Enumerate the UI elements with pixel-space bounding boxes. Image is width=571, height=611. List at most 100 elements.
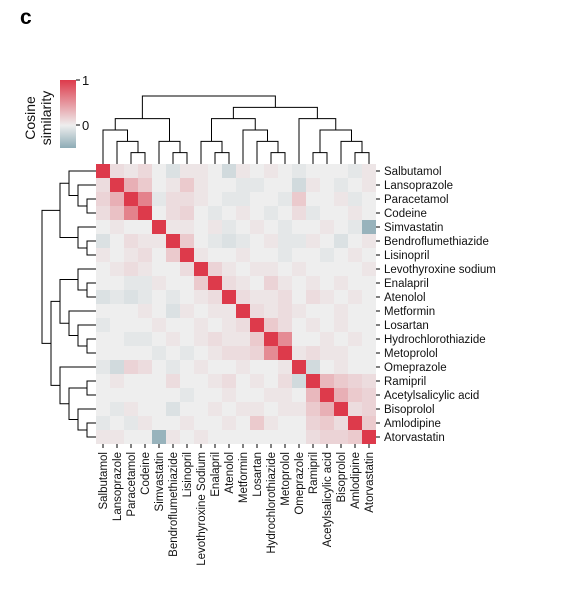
- heatmap-cell: [208, 164, 222, 178]
- heatmap-cell: [96, 276, 110, 290]
- heatmap-cell: [334, 360, 348, 374]
- heatmap-cell: [124, 220, 138, 234]
- heatmap-cell: [278, 388, 292, 402]
- row-label: Omeprazole: [384, 362, 447, 374]
- dendrogram-branch: [86, 338, 96, 354]
- heatmap-cell: [348, 178, 362, 192]
- heatmap-cell: [292, 430, 306, 444]
- heatmap-cell: [152, 220, 166, 234]
- heatmap-cell: [124, 290, 138, 304]
- heatmap-cell: [180, 178, 194, 192]
- row-labels: Salbutamol Lansoprazole Paracetamol Codeine…: [376, 166, 496, 444]
- column-label: Atenolol: [224, 452, 236, 494]
- heatmap-cell: [194, 402, 208, 416]
- heatmap-cell: [138, 234, 152, 248]
- heatmap-cell: [334, 234, 348, 248]
- heatmap-cell: [110, 304, 124, 318]
- column-label: Lansoprazole: [112, 452, 124, 521]
- heatmap-cell: [278, 318, 292, 332]
- heatmap-cell: [166, 192, 180, 206]
- dendrogram-branch: [354, 152, 370, 164]
- heatmap-cell: [306, 304, 320, 318]
- heatmap-cell: [110, 290, 124, 304]
- heatmap-cell: [124, 346, 138, 360]
- heatmap-cell: [264, 430, 278, 444]
- heatmap-cell: [208, 374, 222, 388]
- heatmap-cell: [194, 206, 208, 220]
- heatmap-cell: [152, 248, 166, 262]
- heatmap-cell: [124, 416, 138, 430]
- heatmap-cell: [348, 164, 362, 178]
- heatmap-cell: [124, 206, 138, 220]
- heatmap-cell: [110, 192, 124, 206]
- heatmap-cell: [250, 206, 264, 220]
- heatmap-cell: [138, 346, 152, 360]
- heatmap-cell: [166, 360, 180, 374]
- heatmap-cell: [222, 248, 236, 262]
- heatmap-cell: [138, 388, 152, 402]
- row-label: Enalapril: [384, 278, 429, 290]
- heatmap-cell: [96, 416, 110, 430]
- column-label: Salbutamol: [98, 452, 110, 510]
- heatmap-cell: [362, 332, 376, 346]
- heatmap-cell: [236, 234, 250, 248]
- heatmap-cell: [250, 416, 264, 430]
- heatmap-cell: [334, 192, 348, 206]
- heatmap-cell: [348, 332, 362, 346]
- heatmap-cell: [166, 276, 180, 290]
- heatmap-cell: [292, 360, 306, 374]
- heatmap-cell: [334, 430, 348, 444]
- heatmap-cell: [138, 248, 152, 262]
- heatmap-cell: [306, 234, 320, 248]
- heatmap-cell: [194, 276, 208, 290]
- heatmap-cell: [236, 290, 250, 304]
- heatmap-cell: [194, 248, 208, 262]
- heatmap-cell: [152, 430, 166, 444]
- heatmap-cell: [348, 276, 362, 290]
- heatmap-cell: [306, 402, 320, 416]
- panel-label: c: [20, 6, 32, 29]
- heatmap-cell: [138, 220, 152, 234]
- heatmap-cell: [348, 416, 362, 430]
- column-label: Lisinopril: [182, 452, 194, 497]
- heatmap-cell: [180, 430, 194, 444]
- heatmap-cell: [138, 262, 152, 276]
- heatmap-cell: [222, 178, 236, 192]
- heatmap-cell: [292, 262, 306, 276]
- row-label: Levothyroxine sodium: [384, 264, 496, 276]
- heatmap-cell: [208, 206, 222, 220]
- heatmap-cell: [110, 164, 124, 178]
- heatmap-cell: [222, 206, 236, 220]
- heatmap-cell: [250, 164, 264, 178]
- heatmap-cell: [222, 276, 236, 290]
- heatmap-cell: [348, 248, 362, 262]
- heatmap-cell: [362, 164, 376, 178]
- heatmap-cell: [348, 206, 362, 220]
- heatmap-cell: [208, 276, 222, 290]
- heatmap-cell: [110, 416, 124, 430]
- dendrogram-branch: [312, 152, 328, 164]
- heatmap-cell: [152, 192, 166, 206]
- heatmap-cell: [250, 304, 264, 318]
- heatmap-cell: [250, 290, 264, 304]
- heatmap-cell: [236, 360, 250, 374]
- heatmap-cell: [96, 234, 110, 248]
- heatmap-cell: [264, 262, 278, 276]
- heatmap-cell: [362, 248, 376, 262]
- heatmap-cell: [362, 318, 376, 332]
- heatmap-cell: [152, 206, 166, 220]
- heatmap-cell: [306, 346, 320, 360]
- heatmap-cell: [180, 332, 194, 346]
- heatmap-cell: [292, 206, 306, 220]
- row-label: Bisoprolol: [384, 404, 435, 416]
- colorbar-tick-label-max: 1: [82, 73, 89, 88]
- heatmap-cell: [264, 276, 278, 290]
- row-label: Atorvastatin: [384, 432, 445, 444]
- heatmap-cell: [124, 360, 138, 374]
- heatmap-cell: [166, 178, 180, 192]
- heatmap-cell: [96, 402, 110, 416]
- heatmap-cell: [334, 262, 348, 276]
- column-label: Levothyroxine Sodium: [196, 452, 208, 566]
- heatmap-cell: [194, 290, 208, 304]
- heatmap-cell: [152, 318, 166, 332]
